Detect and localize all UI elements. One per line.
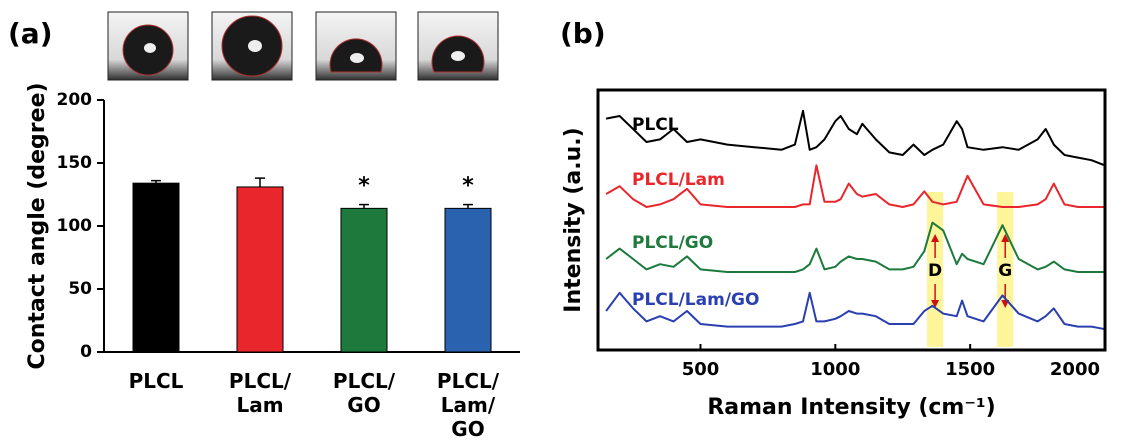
x-axis-title: Raman Intensity (cm⁻¹) xyxy=(707,395,995,420)
arrow-head xyxy=(1001,234,1010,242)
bar xyxy=(444,207,492,353)
panel-label: (a) xyxy=(8,17,53,50)
peak-label: G xyxy=(998,261,1012,281)
droplet-highlight xyxy=(350,53,364,63)
x-tick-label: 1500 xyxy=(945,359,995,380)
panel-label: (b) xyxy=(560,17,606,50)
y-tick-label: 150 xyxy=(57,153,93,173)
x-tick-label: 500 xyxy=(682,359,720,380)
highlight-band xyxy=(997,192,1014,347)
y-tick-label: 50 xyxy=(68,279,92,299)
bar xyxy=(236,186,284,353)
droplet-highlight xyxy=(248,40,262,52)
series-label: PLCL/GO xyxy=(632,233,713,253)
x-tick-label: 1000 xyxy=(810,359,860,380)
droplet-images xyxy=(107,11,499,81)
plot-frame xyxy=(596,88,1107,352)
x-tick-label: PLCL/Lam xyxy=(229,369,292,417)
y-axis-title: Intensity (a.u.) xyxy=(561,127,586,312)
spectrum-line xyxy=(605,164,1105,208)
series-label: PLCL/Lam/GO xyxy=(632,290,759,310)
series-label: PLCL xyxy=(632,115,679,135)
x-tick-label: PLCL xyxy=(129,369,184,393)
y-axis-title: Contact angle (degree) xyxy=(25,82,50,369)
peak-label: D xyxy=(928,261,942,281)
droplet-highlight xyxy=(144,43,156,53)
y-tick-label: 200 xyxy=(57,90,93,110)
bar xyxy=(132,182,180,353)
bar xyxy=(340,207,388,353)
y-tick-label: 100 xyxy=(57,216,93,236)
droplet-highlight xyxy=(451,51,465,61)
x-tick-label: PLCL/GO xyxy=(333,369,396,417)
spectrum-line xyxy=(605,291,1106,331)
y-tick-label: 0 xyxy=(80,342,92,362)
arrow-head xyxy=(931,300,940,308)
series-label: PLCL/Lam xyxy=(632,170,725,190)
x-tick-label: PLCL/Lam/GO xyxy=(437,369,500,441)
spectrum-line xyxy=(605,109,1106,167)
arrow-head xyxy=(931,234,940,242)
x-tick-label: 2000 xyxy=(1050,359,1100,380)
significance-mark: * xyxy=(462,174,474,199)
significance-mark: * xyxy=(358,174,370,199)
spectrum-line xyxy=(605,221,1105,273)
